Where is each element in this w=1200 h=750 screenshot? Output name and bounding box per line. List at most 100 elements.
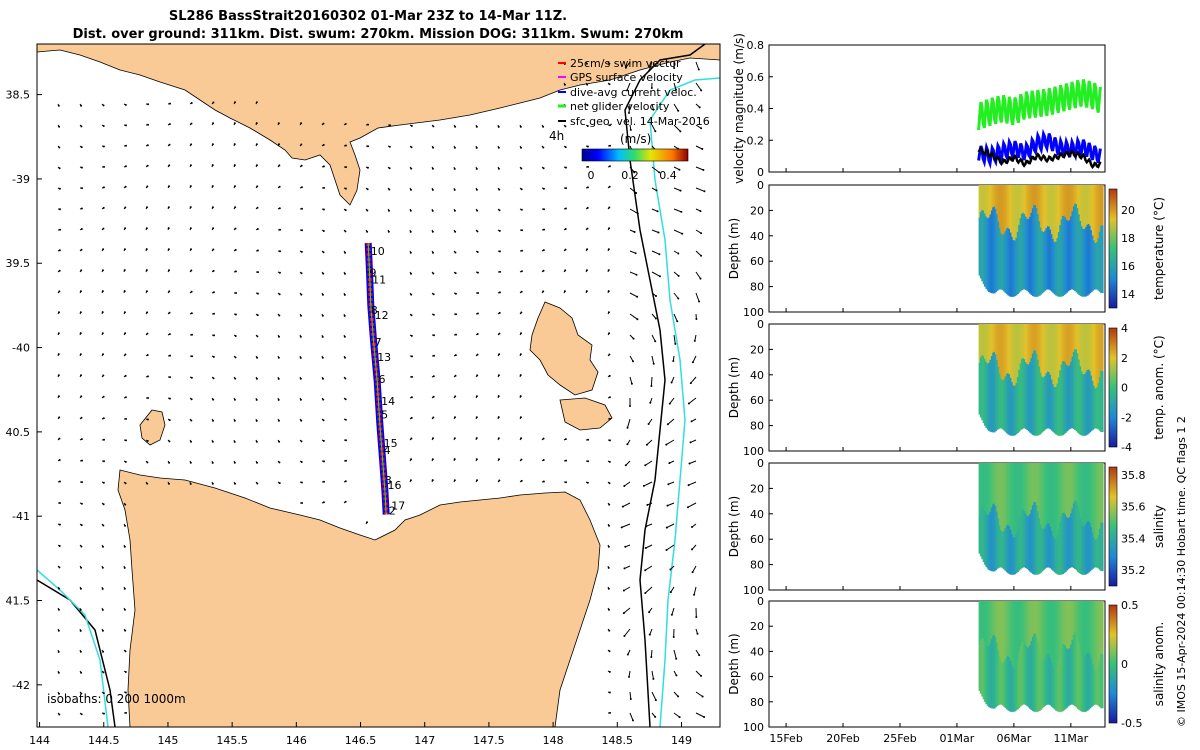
vector-arrowhead	[695, 318, 698, 320]
vector-arrowhead	[475, 395, 478, 398]
vector-arrow	[673, 649, 677, 659]
colorbar-tick-label: 0.5	[1121, 599, 1139, 612]
vector-arrowhead	[102, 417, 105, 420]
vector-arrowhead	[211, 461, 214, 464]
land-flinders-island	[529, 301, 599, 396]
vector-arrowhead	[636, 212, 639, 215]
vector-arrowhead	[168, 290, 171, 293]
vector-arrowhead	[102, 248, 105, 251]
vector-arrowhead	[498, 332, 501, 335]
vector-arrowhead	[608, 185, 611, 188]
day-label: 7	[375, 336, 382, 349]
vector-arrowhead	[277, 398, 280, 401]
vector-arrowhead	[344, 480, 347, 483]
vector-arrowhead	[190, 122, 193, 125]
vector-arrowhead	[654, 715, 657, 718]
vector-arrowhead	[57, 332, 60, 335]
vector-arrowhead	[700, 127, 703, 130]
vector-arrowhead	[497, 125, 500, 128]
vector-arrowhead	[278, 271, 281, 274]
vector-arrowhead	[234, 356, 237, 359]
vector-arrowhead	[234, 482, 236, 485]
section-ytick-label: 0	[757, 318, 764, 331]
colorbar-tick-label: 35.4	[1121, 532, 1146, 545]
vector-arrow	[646, 439, 653, 446]
vector-arrowhead	[343, 314, 346, 317]
vector-arrowhead	[234, 206, 237, 209]
vector-arrowhead	[147, 103, 149, 106]
vector-arrowhead	[102, 353, 104, 356]
vector-arrowhead	[607, 290, 610, 293]
vector-arrowhead	[168, 461, 171, 464]
vector-arrowhead	[321, 335, 324, 338]
vector-arrowhead	[409, 479, 412, 482]
vector-arrowhead	[322, 122, 325, 125]
vector-arrowhead	[648, 69, 651, 72]
vector-arrow	[624, 565, 631, 569]
vector-arrowhead	[636, 295, 639, 298]
legend-dive-label: dive-avg current veloc.	[570, 86, 697, 99]
time-tick-label: 25Feb	[883, 732, 916, 745]
vector-arrowhead	[322, 251, 325, 254]
vector-arrow	[629, 271, 637, 276]
section-ytick-label: 60	[750, 394, 764, 407]
vector-arrowhead	[607, 608, 610, 611]
map-xtick-label: 147.5	[473, 734, 505, 747]
vector-arrowhead	[301, 207, 303, 210]
vector-arrowhead	[411, 375, 413, 378]
vector-arrowhead	[79, 629, 82, 632]
vector-arrowhead	[168, 419, 171, 422]
vector-arrowhead	[233, 419, 236, 422]
vector-arrowhead	[80, 374, 82, 377]
vector-arrow	[629, 187, 637, 194]
vector-arrow	[671, 376, 675, 383]
vector-arrowhead	[388, 188, 391, 191]
vector-arrowhead	[703, 716, 706, 718]
vector-arrowhead	[453, 188, 456, 191]
vector-arrowhead	[608, 206, 611, 209]
section-ytick-label: 100	[743, 721, 764, 734]
vector-arrowhead	[454, 416, 456, 419]
section-ytick-label: 20	[750, 620, 764, 633]
vector-arrowhead	[146, 311, 149, 314]
vector-arrowhead	[123, 545, 126, 548]
colorbar-tick-label: 35.2	[1121, 564, 1146, 577]
vector-arrowhead	[79, 587, 82, 590]
day-label: 14	[381, 395, 395, 408]
isobath-label: isobaths: 0 200 1000m	[47, 692, 186, 706]
section-ytick-label: 40	[750, 508, 764, 521]
vector-arrowhead	[124, 460, 127, 463]
vector-arrowhead	[647, 423, 650, 425]
vector-arrowhead	[233, 143, 236, 146]
vector-arrow	[651, 229, 659, 233]
vector-arrowhead	[57, 650, 60, 653]
vector-arrow	[673, 292, 679, 299]
vector-arrowhead	[691, 571, 694, 574]
vector-arrowhead	[410, 396, 413, 399]
vector-arrow	[627, 418, 631, 428]
vector-arrowhead	[644, 547, 647, 549]
vector-arrowhead	[673, 67, 676, 69]
vector-arrowhead	[607, 545, 610, 548]
vector-arrowhead	[212, 419, 214, 422]
section-ylabel: Depth (m)	[727, 218, 741, 279]
vector-arrow	[667, 418, 675, 425]
vector-arrowhead	[476, 312, 479, 315]
vector-arrowhead	[278, 461, 281, 464]
vector-arrowhead	[212, 269, 215, 272]
vector-arrow	[673, 229, 683, 235]
vector-arrowhead	[58, 125, 61, 128]
vector-arrowhead	[255, 122, 258, 125]
vector-arrowhead	[255, 377, 258, 380]
vector-arrowhead	[652, 677, 655, 680]
vector-arrowhead	[102, 145, 105, 148]
vector-arrowhead	[323, 460, 325, 463]
vector-arrowhead	[644, 592, 647, 594]
vel-ylabel: velocity magnitude (m/s)	[732, 33, 746, 184]
vector-arrowhead	[608, 650, 611, 653]
vector-arrowhead	[101, 311, 104, 314]
vector-arrowhead	[675, 657, 678, 660]
map-xtick-label: 148	[543, 734, 564, 747]
